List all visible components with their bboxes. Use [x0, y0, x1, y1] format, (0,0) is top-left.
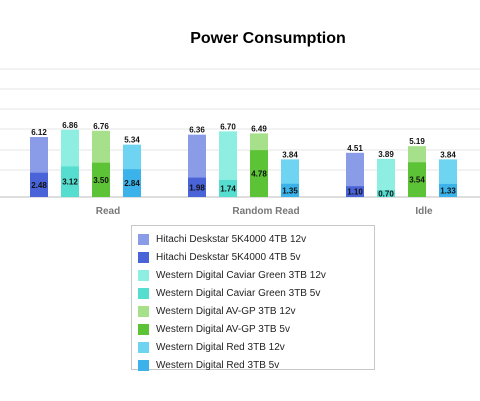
data-label-5v: 3.12 — [62, 178, 78, 187]
bar-5v — [92, 162, 110, 197]
bar-5v — [61, 166, 79, 197]
legend-swatch — [138, 269, 149, 281]
legend-swatch — [138, 341, 149, 353]
legend-item: Western Digital Red 3TB 12v — [138, 338, 374, 356]
legend-swatch — [138, 305, 149, 317]
gridlines — [0, 68, 480, 198]
legend-swatch — [138, 251, 149, 263]
bar-5v — [30, 172, 48, 197]
legend-label: Western Digital Red 3TB 5v — [156, 359, 280, 371]
data-label-12v: 6.86 — [62, 121, 78, 130]
legend-item: Hitachi Deskstar 5K4000 4TB 12v — [138, 230, 374, 248]
legend-label: Western Digital Caviar Green 3TB 12v — [156, 269, 326, 281]
legend-item: Western Digital Red 3TB 5v — [138, 356, 374, 374]
data-label-12v: 5.34 — [124, 136, 140, 145]
legend-item: Western Digital Caviar Green 3TB 12v — [138, 266, 374, 284]
bar-5v — [408, 162, 426, 197]
bar-chart: 6.12 2.48 6.86 3.12 6.76 3.50 5.34 2.84 6.36 1.98… — [0, 68, 480, 217]
bar-5v — [346, 186, 364, 197]
legend-label: Western Digital AV-GP 3TB 5v — [156, 323, 290, 335]
data-label-12v: 3.89 — [378, 150, 394, 159]
data-label-12v: 6.36 — [189, 126, 205, 135]
legend-item: Western Digital AV-GP 3TB 12v — [138, 302, 374, 320]
data-label-12v: 3.84 — [440, 150, 456, 159]
bar-5v — [281, 183, 299, 197]
legend-swatch — [138, 233, 149, 245]
legend: Hitachi Deskstar 5K4000 4TB 12v Hitachi D… — [131, 225, 375, 371]
data-label-12v: 3.84 — [282, 150, 298, 159]
data-label-12v: 6.12 — [31, 128, 47, 137]
legend-item: Western Digital Caviar Green 3TB 5v — [138, 284, 374, 302]
category-labels: Read Random Read Idle — [96, 206, 433, 217]
legend-label: Western Digital Caviar Green 3TB 5v — [156, 287, 321, 299]
data-label-12v: 6.70 — [220, 122, 236, 131]
bar-5v — [188, 177, 206, 197]
data-label-5v: 1.10 — [347, 188, 363, 197]
category-label: Read — [96, 206, 120, 217]
data-label-5v: 3.54 — [409, 176, 425, 185]
bar-5v — [123, 169, 141, 197]
data-label-12v: 6.76 — [93, 122, 109, 131]
chart-title: Power Consumption — [190, 30, 346, 47]
data-label-5v: 1.35 — [282, 186, 298, 195]
value-labels: 6.12 2.48 6.86 3.12 6.76 3.50 5.34 2.84 6.36 1.98… — [31, 121, 456, 199]
data-label-5v: 3.50 — [93, 176, 109, 185]
legend-item: Hitachi Deskstar 5K4000 4TB 5v — [138, 248, 374, 266]
bars — [30, 129, 457, 197]
data-label-5v: 1.74 — [220, 184, 236, 193]
category-label: Random Read — [232, 206, 299, 217]
legend-label: Hitachi Deskstar 5K4000 4TB 5v — [156, 251, 301, 263]
legend-swatch — [138, 323, 149, 335]
data-label-5v: 0.70 — [378, 190, 394, 199]
category-label: Idle — [415, 206, 433, 217]
legend-swatch — [138, 287, 149, 299]
data-label-5v: 4.78 — [251, 170, 267, 179]
data-label-5v: 2.84 — [124, 179, 140, 188]
legend-swatch — [138, 359, 149, 371]
legend-label: Hitachi Deskstar 5K4000 4TB 12v — [156, 233, 307, 245]
data-label-12v: 4.51 — [347, 144, 363, 153]
data-label-5v: 2.48 — [31, 181, 47, 190]
bar-5v — [377, 190, 395, 197]
legend-label: Western Digital Red 3TB 12v — [156, 341, 285, 353]
bar-12v — [346, 152, 364, 197]
bar-5v — [439, 183, 457, 197]
data-label-5v: 1.98 — [189, 183, 205, 192]
bar-5v — [250, 150, 268, 197]
data-label-12v: 5.19 — [409, 137, 425, 146]
bar-5v — [219, 179, 237, 197]
data-label-12v: 6.49 — [251, 124, 267, 133]
bar-12v — [377, 158, 395, 197]
data-label-5v: 1.33 — [440, 186, 456, 195]
legend-item: Western Digital AV-GP 3TB 5v — [138, 320, 374, 338]
legend-label: Western Digital AV-GP 3TB 12v — [156, 305, 296, 317]
